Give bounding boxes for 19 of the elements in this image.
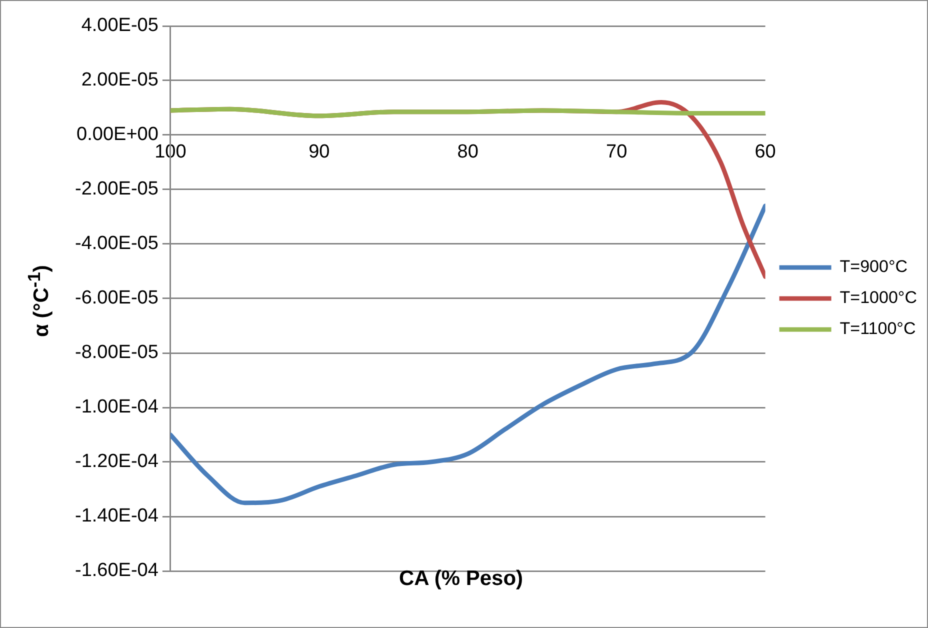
x-tick-label: 90 (308, 142, 330, 163)
y-tick-label: -1.00E-04 (74, 396, 159, 418)
x-tick-label: 60 (754, 142, 776, 163)
y-tick-label: 2.00E-05 (81, 70, 158, 91)
y-tick-label: -1.20E-04 (74, 451, 159, 472)
y-tick-label: -1.40E-04 (74, 506, 159, 527)
line-series (170, 106, 766, 118)
y-tick-label: -1.60E-04 (74, 560, 159, 582)
x-tick-label: 70 (606, 142, 628, 163)
y-tick-label: -8.00E-05 (74, 342, 158, 364)
x-axis-title: CA (% Peso) (398, 567, 524, 591)
y-tick-label: -6.00E-05 (74, 288, 158, 309)
y-tick-label: 4.00E-05 (81, 15, 158, 36)
y-tick-label: -2.00E-05 (74, 178, 158, 200)
legend-label: T=1100°C (840, 319, 916, 338)
legend-label: T=1000°C (840, 288, 918, 308)
x-tick-label: 80 (457, 142, 478, 163)
y-tick-label: -4.00E-05 (74, 233, 158, 254)
legend-label: T=900°C (840, 257, 908, 276)
